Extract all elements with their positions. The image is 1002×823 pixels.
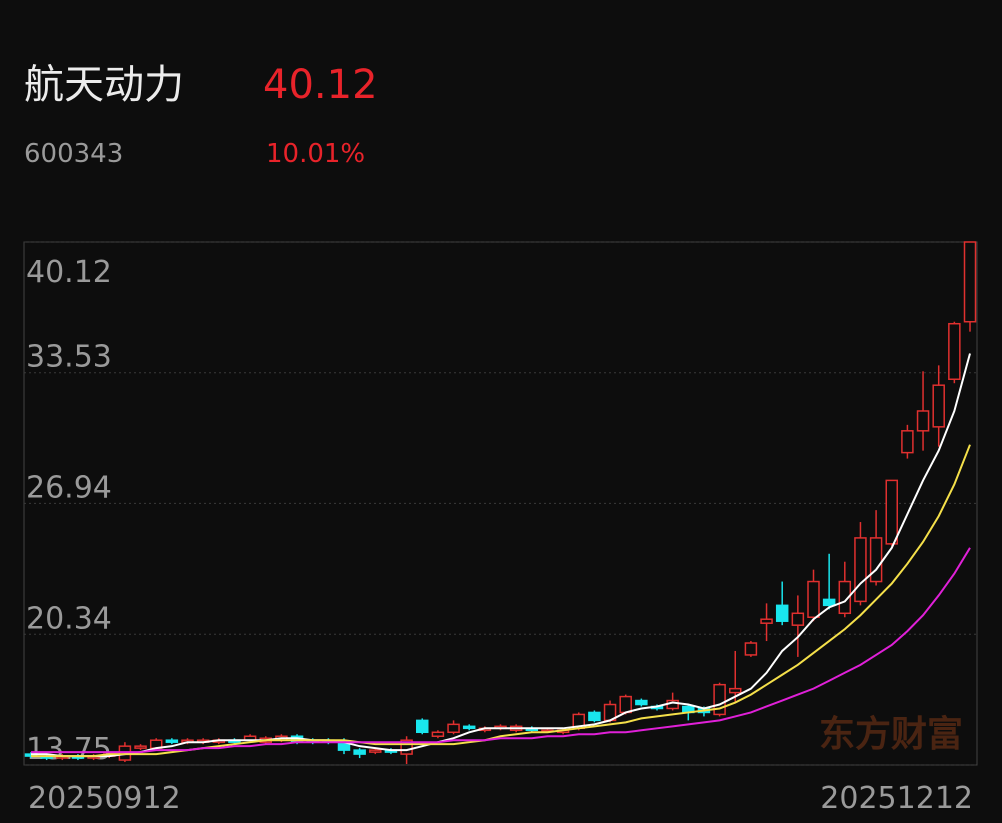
candle-body	[635, 699, 648, 706]
candle-body	[838, 580, 852, 615]
stock-price: 40.12	[263, 62, 378, 108]
moving-average	[31, 547, 971, 754]
candle-body	[462, 725, 476, 730]
y-tick-label: 26.94	[26, 470, 112, 505]
candle-body	[963, 241, 977, 323]
candle-body	[885, 479, 898, 545]
candle-body	[807, 580, 820, 618]
candle-body	[948, 322, 961, 380]
candle-body	[932, 384, 945, 428]
candle-body	[353, 749, 366, 755]
candle-body	[916, 410, 930, 432]
candle-body	[369, 749, 382, 753]
candle-body	[791, 612, 805, 626]
candle-body	[713, 683, 726, 716]
y-tick-label: 13.75	[26, 732, 112, 767]
candle-body	[416, 719, 429, 734]
watermark: 东方财富	[819, 713, 963, 755]
candle-body	[760, 618, 773, 624]
stock-name: 航天动力	[24, 62, 184, 108]
x-tick-label: 20250912	[28, 781, 181, 816]
y-tick-label: 40.12	[26, 255, 112, 290]
candle-body	[400, 739, 413, 755]
candle-body	[729, 687, 742, 694]
candle-body	[588, 711, 601, 722]
candle-body	[431, 731, 445, 737]
candle-body	[134, 745, 147, 749]
candle-body	[854, 537, 867, 603]
x-tick-label: 20251212	[820, 781, 973, 816]
price-change: 10.01%	[266, 139, 365, 169]
candle-body	[619, 695, 632, 714]
candle-body	[165, 739, 179, 743]
candle-body	[447, 723, 460, 734]
y-tick-label: 33.53	[26, 340, 112, 375]
stock-code: 600343	[24, 139, 123, 169]
candle-body	[744, 642, 758, 656]
y-tick-label: 20.34	[26, 601, 112, 636]
candle-body	[775, 604, 789, 622]
moving-average	[31, 353, 971, 758]
candle-body	[901, 430, 914, 454]
candle-body	[822, 598, 836, 607]
candle-body	[869, 537, 883, 583]
